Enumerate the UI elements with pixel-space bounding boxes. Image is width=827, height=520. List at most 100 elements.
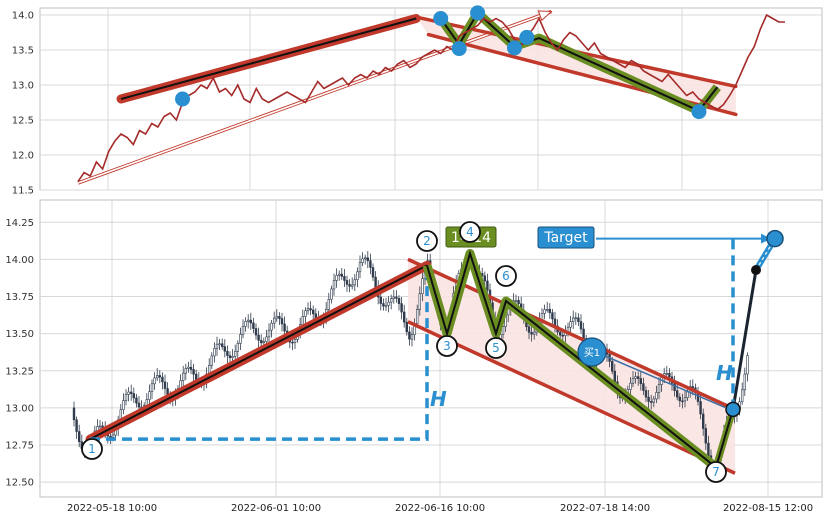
candle-body	[247, 319, 250, 322]
pivot-circle-7	[705, 461, 727, 483]
candle-body	[683, 397, 687, 402]
top-y-tick-label: 13.0	[12, 81, 34, 92]
candle-body	[184, 368, 187, 374]
candle-body	[192, 369, 195, 375]
candle-body	[132, 393, 135, 399]
bottom-y-tick-label: 14.25	[5, 218, 34, 229]
candle-body	[111, 434, 115, 438]
pivot-label-6: 6	[502, 269, 510, 283]
candle-body	[135, 397, 138, 404]
candle-body	[681, 400, 684, 403]
candle-body	[283, 323, 286, 332]
candle-body	[574, 317, 578, 320]
candle-body	[548, 308, 552, 314]
pivot-circle-2	[416, 230, 438, 252]
candle-body	[259, 340, 263, 344]
candle-body	[234, 350, 237, 357]
candle-body	[707, 442, 710, 457]
candle-body	[740, 389, 744, 403]
candle-body	[163, 381, 167, 389]
candle-body	[270, 322, 273, 331]
top-pivot-marker	[691, 104, 707, 120]
candle-body	[249, 319, 252, 324]
candle-body	[642, 383, 645, 391]
target-arrow-head	[761, 233, 771, 244]
candle-body	[483, 275, 486, 282]
candle-body	[340, 273, 343, 277]
pivot-label-5: 5	[492, 341, 500, 355]
candle-body	[122, 400, 125, 411]
pivot-label-4: 4	[466, 225, 474, 239]
candle-body	[571, 317, 575, 322]
candle-body	[408, 331, 411, 340]
candle-body	[221, 343, 224, 347]
bottom-y-tick-label: 13.00	[5, 403, 34, 414]
candle-body	[675, 390, 679, 398]
candle-body	[577, 317, 580, 322]
target-point-dot	[766, 229, 784, 248]
candle-body	[543, 309, 546, 314]
candle-body	[210, 355, 213, 366]
buy-pointer-line	[604, 355, 726, 409]
bottom-y-tick-label: 12.75	[5, 441, 34, 452]
candle-body	[652, 398, 656, 403]
candle-body	[551, 312, 554, 320]
top-y-tick-label: 14.0	[12, 11, 34, 22]
pivot-label-2: 2	[423, 234, 431, 248]
candle-body	[213, 348, 216, 357]
candle-body	[228, 355, 232, 359]
buy-marker	[577, 337, 607, 367]
candle-body	[657, 384, 661, 393]
candle-body	[153, 377, 156, 385]
candle-body	[161, 376, 164, 383]
bottom-y-tick-label: 14.00	[5, 255, 34, 266]
breakout-leg-core	[715, 409, 734, 468]
candle-body	[254, 328, 258, 336]
candle-body	[350, 284, 354, 287]
candle-body	[275, 316, 278, 319]
pivot-label-3: 3	[443, 339, 451, 353]
x-tick-label: 2022-07-18 14:00	[560, 503, 650, 514]
candle-body	[306, 308, 310, 312]
pivot-circle-5	[485, 337, 507, 359]
candle-body	[72, 407, 76, 421]
top-projection-arrow-body	[77, 10, 552, 184]
candle-body	[215, 343, 219, 349]
candle-body	[421, 278, 424, 295]
top-uptrend-core	[120, 17, 417, 100]
candle-body	[746, 355, 749, 375]
bottom-zigzag-core	[426, 250, 717, 469]
height-label-left: H	[430, 387, 447, 411]
candle-body	[527, 326, 531, 333]
candle-body	[636, 376, 640, 379]
candle-body	[678, 396, 682, 402]
buy-label: 买1	[584, 347, 600, 359]
candle-body	[371, 267, 375, 278]
candle-body	[582, 328, 585, 339]
candle-body	[262, 341, 265, 344]
x-tick-label: 2022-06-16 10:00	[395, 503, 485, 514]
candle-body	[78, 431, 81, 442]
candle-body	[530, 332, 533, 335]
candle-body	[704, 428, 708, 444]
candle-body	[382, 303, 385, 307]
candle-body	[267, 329, 271, 338]
candle-body	[189, 366, 193, 370]
candle-body	[361, 258, 364, 264]
height-projection-left	[90, 265, 429, 441]
top-pivot-marker	[470, 5, 486, 21]
candle-body	[148, 391, 151, 400]
candle-body	[673, 382, 676, 391]
candle-body	[691, 386, 695, 389]
candle-body	[156, 375, 159, 379]
candle-body	[301, 316, 304, 325]
candle-body	[649, 401, 653, 403]
pivot-circle-3	[436, 335, 458, 357]
candle-body	[330, 288, 333, 300]
candle-body	[639, 378, 643, 384]
bottom-y-tick-label: 13.75	[5, 292, 34, 303]
candle-body	[356, 271, 359, 281]
candle-body	[569, 321, 572, 328]
target-label-box	[537, 226, 595, 249]
candle-body	[610, 361, 614, 372]
